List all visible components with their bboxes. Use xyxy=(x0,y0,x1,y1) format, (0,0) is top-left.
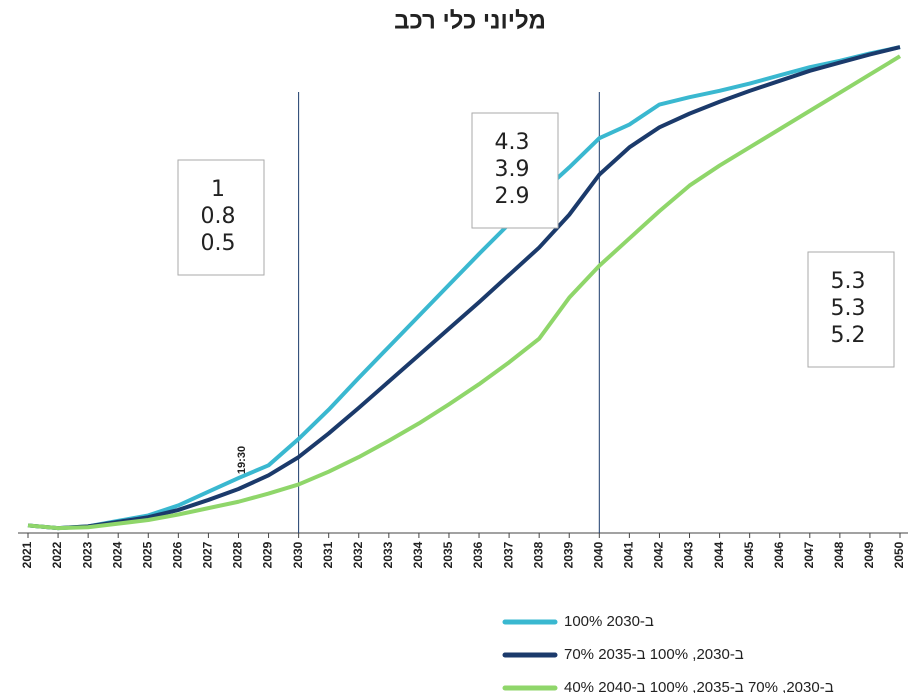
series-line xyxy=(27,45,901,531)
legend-label: 70% ב-2030, 100% ב-2035 xyxy=(564,646,744,663)
x-tick-label: 2046 xyxy=(772,541,786,568)
value-label: 5.2 xyxy=(831,323,866,348)
x-tick-label: 2047 xyxy=(802,541,816,568)
value-label: 1 xyxy=(211,177,225,202)
x-tick-label: 2041 xyxy=(622,541,636,568)
x-tick-label: 2049 xyxy=(862,541,876,568)
x-tick-label: 2033 xyxy=(381,541,395,568)
x-tick-label: 2039 xyxy=(561,541,575,568)
x-tick-label: 2042 xyxy=(652,541,666,568)
x-tick-label: 2040 xyxy=(591,541,605,568)
annotation: 19:30 xyxy=(236,446,248,474)
chart-title: מליוני כלי רכב xyxy=(394,7,546,34)
x-tick-label: 2038 xyxy=(531,541,545,568)
label-box xyxy=(807,251,895,368)
x-tick-label: 2035 xyxy=(441,541,455,568)
x-tick-label: 2027 xyxy=(201,541,215,568)
x-tick-label: 2025 xyxy=(140,541,154,568)
x-tick-label: 2045 xyxy=(742,541,756,568)
x-tick-label: 2034 xyxy=(411,541,425,568)
x-tick-label: 2031 xyxy=(321,541,335,568)
x-tick-label: 2032 xyxy=(351,541,365,568)
value-label: 3.9 xyxy=(495,157,530,182)
label-box xyxy=(471,112,559,229)
x-tick-label: 2048 xyxy=(832,541,846,568)
legend-label: 40% ב-2030, 70% ב-2035, 100% ב-2040 xyxy=(564,679,834,693)
x-tick-label: 2024 xyxy=(110,541,124,568)
x-tick-label: 2043 xyxy=(682,541,696,568)
x-tick-label: 2037 xyxy=(501,541,515,568)
x-tick-label: 2030 xyxy=(291,541,305,568)
x-tick-label: 2022 xyxy=(50,541,64,568)
value-label: 0.8 xyxy=(201,204,236,229)
legend-label: 100% ב-2030 xyxy=(564,613,654,630)
x-tick-label: 2026 xyxy=(171,541,185,568)
value-label: 2.9 xyxy=(495,184,530,209)
value-label: 0.5 xyxy=(201,231,236,256)
series-line xyxy=(27,54,902,531)
x-tick-label: 2029 xyxy=(261,541,275,568)
series-line xyxy=(27,45,901,531)
x-tick-label: 2050 xyxy=(892,541,906,568)
x-tick-label: 2023 xyxy=(80,541,94,568)
x-tick-label: 2036 xyxy=(471,541,485,568)
value-label: 5.3 xyxy=(831,296,866,321)
x-tick-label: 2021 xyxy=(20,541,34,568)
x-tick-label: 2028 xyxy=(231,541,245,568)
value-label: 4.3 xyxy=(495,130,530,155)
x-tick-label: 2044 xyxy=(712,541,726,568)
value-label: 5.3 xyxy=(831,269,866,294)
label-box xyxy=(177,159,265,276)
